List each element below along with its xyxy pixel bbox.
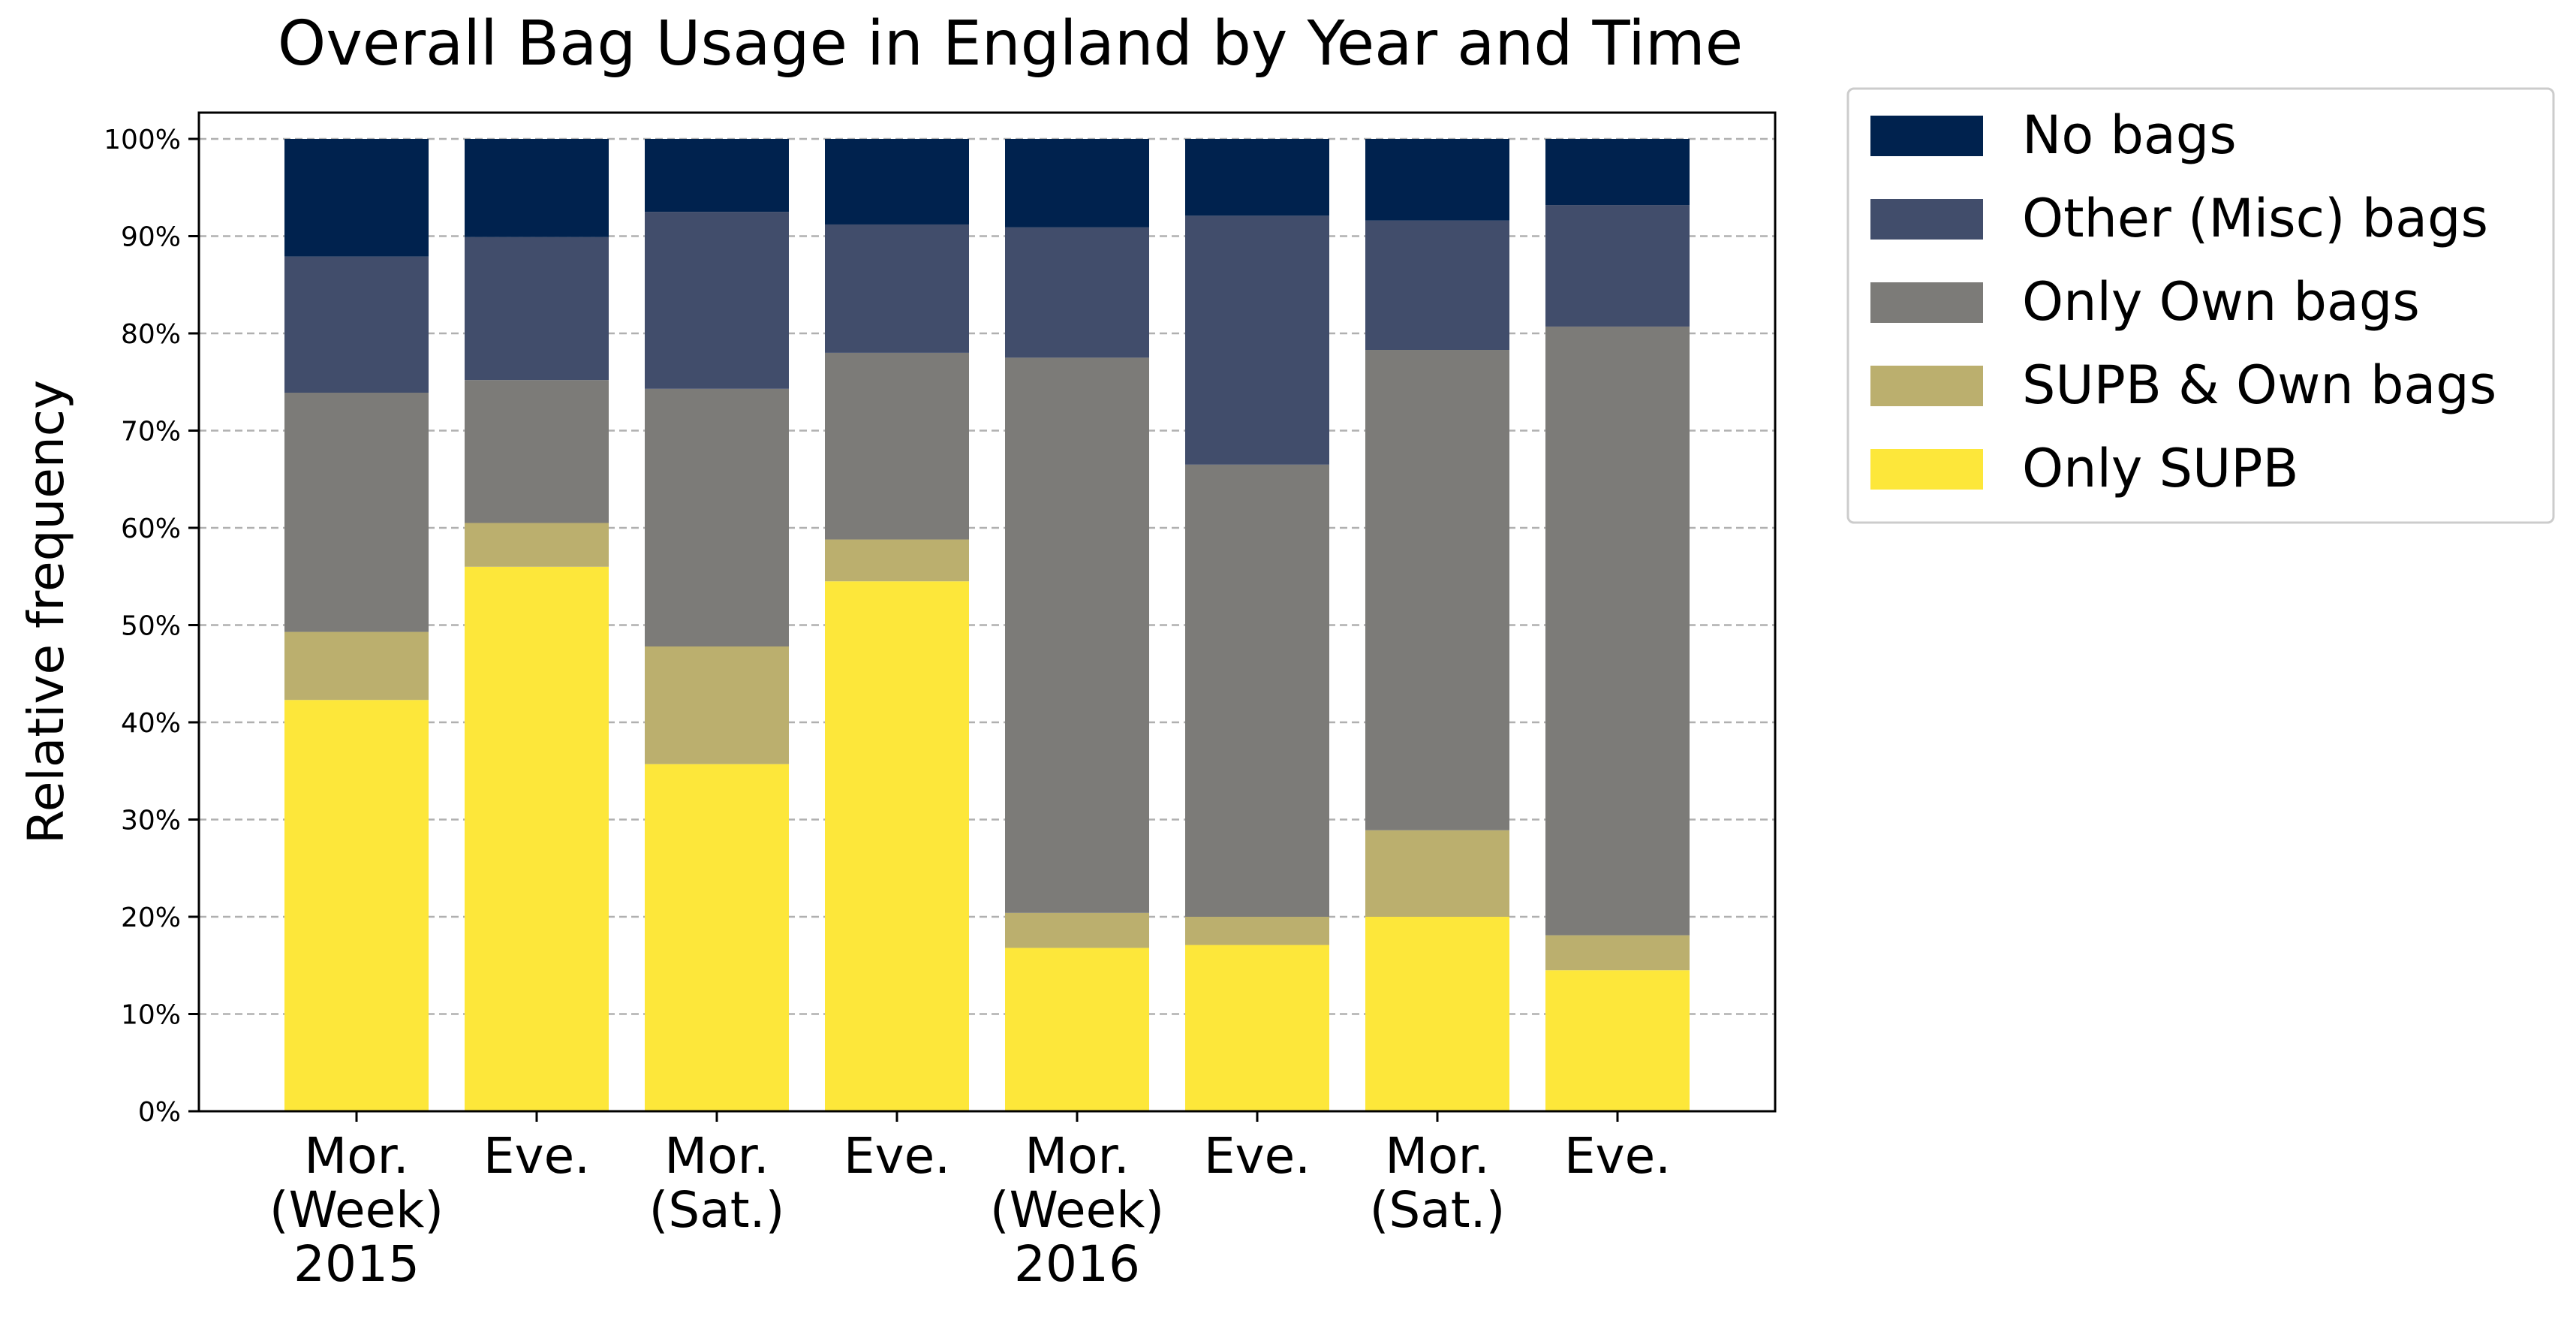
bar-segment (825, 539, 969, 582)
legend-label: Only SUPB (2022, 438, 2299, 499)
bar-segment (645, 139, 789, 212)
bar-segment (1185, 139, 1329, 216)
bar-segment (645, 764, 789, 1111)
y-tick-label: 20% (121, 903, 181, 933)
bar-segment (645, 646, 789, 764)
bar-segment (825, 224, 969, 353)
legend-label: SUPB & Own bags (2022, 354, 2496, 416)
chart-title: Overall Bag Usage in England by Year and… (278, 8, 1743, 80)
bar-segment (1185, 917, 1329, 945)
bar-segment (645, 388, 789, 646)
x-tick-label: Eve. (483, 1127, 590, 1185)
legend-frame (1846, 87, 2555, 524)
y-tick-label: 80% (121, 319, 181, 350)
y-tick-label: 50% (121, 611, 181, 642)
bar-segment (465, 139, 609, 237)
bar-segment (1365, 830, 1509, 917)
gridlines (199, 137, 1775, 1113)
legend: No bags Other (Misc) bags Only Own bags SUP… (1846, 87, 2555, 524)
bar-segment (645, 212, 789, 389)
legend-swatch (1870, 199, 1983, 240)
x-tick-label: (Sat.) (649, 1181, 785, 1239)
bar-segment (1365, 917, 1509, 1111)
bars (284, 139, 1690, 1111)
legend-swatch (1870, 449, 1983, 490)
bar-segment (1365, 139, 1509, 221)
x-tick-label: Mor. (304, 1127, 408, 1185)
y-tick-label: 40% (121, 708, 181, 739)
y-axis: 0% 10% 20% 30% 40% 50% 60% 70% 80% 90% 100% (104, 125, 199, 1128)
bar-segment (1545, 205, 1690, 327)
bar-segment (825, 581, 969, 1111)
bar-segment (284, 631, 429, 701)
bar-segment (1545, 970, 1690, 1111)
legend-swatch (1870, 116, 1983, 156)
bar-segment (1365, 220, 1509, 351)
x-tick-label: 2016 (1014, 1235, 1140, 1293)
x-tick-label: Mor. (1385, 1127, 1489, 1185)
x-tick-label: (Week) (990, 1181, 1164, 1239)
bar-segment (284, 700, 429, 1111)
x-tick-label: Eve. (844, 1127, 950, 1185)
bar-segment (1005, 139, 1149, 228)
x-tick-label: 2015 (293, 1235, 420, 1293)
bar-segment (284, 139, 429, 257)
y-tick-label: 70% (121, 417, 181, 448)
bar-segment (1545, 326, 1690, 936)
x-tick-label: (Week) (269, 1181, 444, 1239)
bar-segment (1185, 464, 1329, 917)
x-tick-label: (Sat.) (1370, 1181, 1506, 1239)
bar-segment (1005, 357, 1149, 913)
x-tick-label: Eve. (1204, 1127, 1311, 1185)
bar-segment (825, 139, 969, 225)
y-tick-label: 10% (121, 1000, 181, 1031)
bar-segment (284, 256, 429, 393)
legend-swatch (1870, 366, 1983, 406)
bar-segment (465, 566, 609, 1111)
legend-swatch (1870, 282, 1983, 323)
bar-segment (465, 237, 609, 381)
bar-segment (465, 380, 609, 523)
bar-segment (1005, 227, 1149, 358)
y-tick-label: 60% (121, 514, 181, 544)
x-tick-label: Mor. (664, 1127, 769, 1185)
y-tick-label: 100% (104, 125, 181, 155)
x-tick-label: Eve. (1564, 1127, 1671, 1185)
bar-segment (284, 392, 429, 632)
legend-label: Other (Misc) bags (2022, 188, 2488, 249)
x-tick-label: Mor. (1025, 1127, 1129, 1185)
legend-label: Only Own bags (2022, 271, 2420, 333)
bar-segment (1185, 945, 1329, 1111)
bar-segment (1005, 912, 1149, 948)
bar-segment (1545, 139, 1690, 206)
y-axis-label: Relative frequency (17, 380, 75, 844)
y-tick-label: 0% (138, 1097, 181, 1128)
bar-segment (825, 352, 969, 540)
plot-frame (197, 111, 1777, 1113)
y-tick-label: 30% (121, 806, 181, 836)
bar-segment (1545, 935, 1690, 971)
bar-segment (1365, 350, 1509, 830)
y-tick-label: 90% (121, 222, 181, 253)
legend-label: No bags (2022, 104, 2237, 166)
bar-segment (1185, 215, 1329, 465)
bar-segment (1005, 948, 1149, 1111)
bar-segment (465, 523, 609, 567)
